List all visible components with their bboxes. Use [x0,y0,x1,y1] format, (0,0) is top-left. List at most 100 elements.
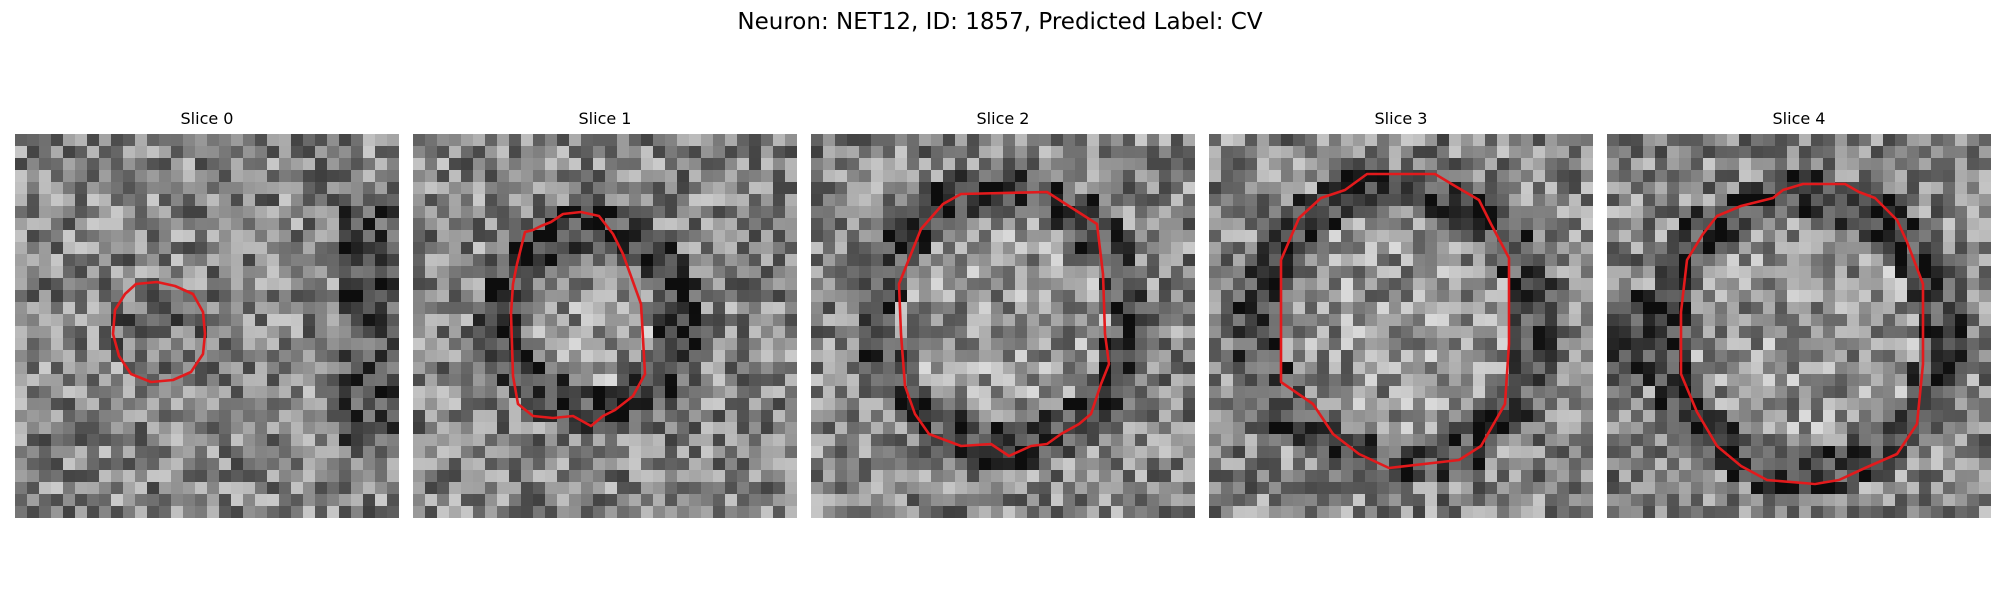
pixel-cell [979,326,992,339]
pixel-cell [1389,182,1402,195]
contour-outline-1 [509,210,647,428]
pixel-cell [87,146,100,159]
pixel-cell [485,266,498,279]
pixel-cell [147,434,160,447]
pixel-cell [749,158,762,171]
pixel-cell [521,254,534,267]
pixel-cell [871,494,884,507]
pixel-cell [1485,278,1498,291]
pixel-cell [1545,182,1558,195]
pixel-cell [979,446,992,459]
pixel-cell [39,434,52,447]
pixel-cell [363,146,376,159]
pixel-cell [773,182,786,195]
pixel-cell [1533,230,1546,243]
pixel-cell [1655,146,1668,159]
pixel-cell [1003,230,1016,243]
pixel-cell [785,266,797,279]
pixel-cell [955,506,968,518]
pixel-cell [557,278,570,291]
pixel-cell [1763,434,1776,447]
pixel-cell [761,290,774,303]
pixel-cell [1389,158,1402,171]
pixel-cell [1171,506,1184,518]
pixel-cell [1377,242,1390,255]
pixel-cell [497,386,510,399]
pixel-cell [303,398,316,411]
pixel-cell [1281,326,1294,339]
pixel-cell [1389,266,1402,279]
pixel-cell [1521,398,1534,411]
pixel-cell [1257,494,1270,507]
pixel-cell [1643,170,1656,183]
pixel-cell [485,482,498,495]
pixel-cell [1679,182,1692,195]
pixel-cell [195,206,208,219]
pixel-cell [1763,350,1776,363]
pixel-cell [1171,422,1184,435]
pixel-cell [533,458,546,471]
pixel-cell [907,278,920,291]
pixel-cell [1619,290,1632,303]
pixel-cell [1147,434,1160,447]
pixel-cell [617,170,630,183]
pixel-cell [1607,458,1620,471]
pixel-cell [1835,218,1848,231]
pixel-cell [1533,326,1546,339]
pixel-cell [835,470,848,483]
pixel-cell [375,434,388,447]
pixel-cell [967,506,980,518]
pixel-cell [183,350,196,363]
pixel-cell [907,218,920,231]
pixel-cell [1967,398,1980,411]
pixel-cell [725,422,738,435]
pixel-cell [1389,326,1402,339]
pixel-cell [39,338,52,351]
pixel-cell [677,434,690,447]
pixel-cell [1039,410,1052,423]
pixel-cell [135,158,148,171]
pixel-cell [63,182,76,195]
pixel-cell [243,506,256,518]
pixel-cell [303,278,316,291]
pixel-cell [1171,458,1184,471]
pixel-cell [1317,266,1330,279]
pixel-cell [1257,326,1270,339]
pixel-cell [303,302,316,315]
pixel-cell [1257,470,1270,483]
pixel-cell [231,326,244,339]
pixel-cell [967,230,980,243]
pixel-cell [303,314,316,327]
pixel-cell [351,338,364,351]
pixel-cell [979,362,992,375]
pixel-cell [1655,290,1668,303]
pixel-cell [1643,362,1656,375]
pixel-cell [1823,206,1836,219]
pixel-cell [1039,494,1052,507]
pixel-cell [1413,218,1426,231]
pixel-cell [1787,242,1800,255]
pixel-cell [1691,290,1704,303]
pixel-cell [1847,410,1860,423]
pixel-cell [1655,350,1668,363]
pixel-cell [1955,134,1968,147]
pixel-cell [1269,374,1282,387]
pixel-cell [159,398,172,411]
pixel-cell [1859,194,1872,207]
pixel-cell [773,278,786,291]
pixel-cell [1257,338,1270,351]
pixel-cell [473,506,486,518]
pixel-cell [835,362,848,375]
pixel-cell [1907,314,1920,327]
pixel-cell [1135,398,1148,411]
pixel-cell [1233,230,1246,243]
pixel-cell [267,254,280,267]
pixel-cell [1569,374,1582,387]
pixel-cell [1437,338,1450,351]
pixel-cell [1739,290,1752,303]
pixel-cell [39,230,52,243]
pixel-cell [665,410,678,423]
pixel-cell [1751,230,1764,243]
pixel-cell [1401,230,1414,243]
pixel-cell [1581,134,1593,147]
